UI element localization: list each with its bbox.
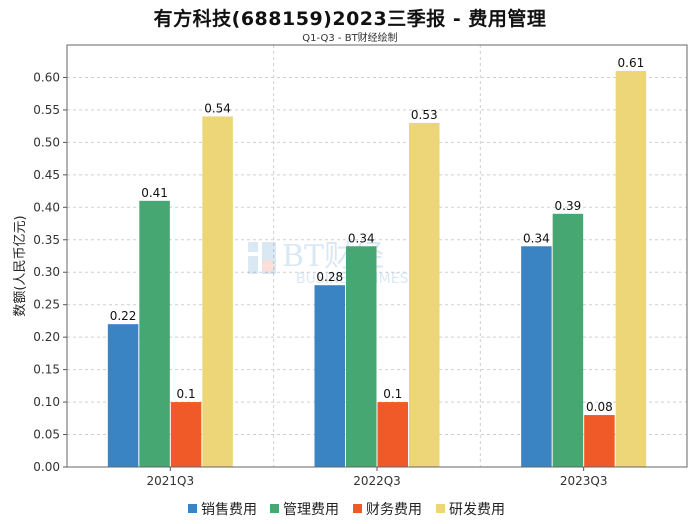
data-label: 0.53 <box>411 108 438 122</box>
x-tick-label: 2021Q3 <box>147 474 195 488</box>
axes: 0.00 0.05 0.10 0.15 0.20 0.25 0.30 0.35 0.40 0.45… <box>33 44 688 488</box>
y-tick-label: 0.25 <box>33 298 60 312</box>
data-label: 0.28 <box>316 270 343 284</box>
data-label: 0.1 <box>177 387 196 401</box>
y-tick-label: 0.20 <box>33 330 60 344</box>
bar <box>521 246 552 467</box>
legend-swatch <box>188 504 197 513</box>
legend-item: 管理费用 <box>270 502 339 518</box>
data-labels: 0.22 0.41 0.1 0.54 0.28 0.34 0.1 0.53 0.34 0.39 0.… <box>110 56 645 414</box>
y-tick-label: 0.50 <box>33 135 60 149</box>
y-tick-label: 0.10 <box>33 395 60 409</box>
bar <box>584 415 615 467</box>
watermark-logo-block <box>248 256 258 274</box>
watermark-logo-block <box>262 242 276 274</box>
legend-item: 财务费用 <box>353 502 422 518</box>
data-label: 0.41 <box>141 186 168 200</box>
bar <box>552 213 584 467</box>
y-tick-label: 0.05 <box>33 428 60 442</box>
data-label: 0.39 <box>555 199 582 213</box>
legend-label: 销售费用 <box>201 502 257 518</box>
y-tick-label: 0.55 <box>33 103 60 117</box>
y-tick-label: 0.00 <box>33 460 60 474</box>
legend-swatch <box>436 504 445 513</box>
bar <box>139 200 170 468</box>
legend-label: 财务费用 <box>366 502 422 518</box>
data-label: 0.22 <box>110 309 137 323</box>
data-label: 0.54 <box>204 101 231 115</box>
bar <box>170 402 202 467</box>
y-tick-label: 0.35 <box>33 233 60 247</box>
bar <box>346 246 377 467</box>
y-axis-label: 数额(人民币亿元) <box>13 215 28 316</box>
data-label: 0.08 <box>586 400 613 414</box>
watermark-logo-dot <box>262 260 274 272</box>
watermark-logo-block <box>248 242 258 252</box>
legend-swatch <box>353 504 362 513</box>
bar <box>314 285 345 467</box>
y-tick-label: 0.40 <box>33 200 60 214</box>
legend-item: 研发费用 <box>436 502 505 518</box>
y-tick-label: 0.15 <box>33 363 60 377</box>
bar <box>409 122 440 468</box>
bars <box>107 70 647 468</box>
chart-subtitle: Q1-Q3 - BT财经绘制 <box>302 33 398 44</box>
legend-item: 销售费用 <box>188 502 257 518</box>
y-tick-label: 0.45 <box>33 168 60 182</box>
data-label: 0.34 <box>523 231 550 245</box>
data-label: 0.1 <box>383 387 402 401</box>
data-label: 0.34 <box>348 231 375 245</box>
bar <box>377 402 408 467</box>
bar <box>202 116 233 468</box>
x-tick-label: 2023Q3 <box>560 474 608 488</box>
y-tick-label: 0.60 <box>33 70 60 84</box>
legend-label: 管理费用 <box>283 502 339 518</box>
bar <box>615 70 647 467</box>
data-label: 0.61 <box>618 56 645 70</box>
y-tick-label: 0.30 <box>33 265 60 279</box>
bar <box>107 324 139 467</box>
legend: 销售费用 管理费用 财务费用 研发费用 <box>188 502 505 518</box>
legend-label: 研发费用 <box>449 502 505 518</box>
x-tick-label: 2022Q3 <box>353 474 401 488</box>
chart-title: 有方科技(688159)2023三季报 - 费用管理 <box>153 8 547 30</box>
legend-swatch <box>270 504 279 513</box>
